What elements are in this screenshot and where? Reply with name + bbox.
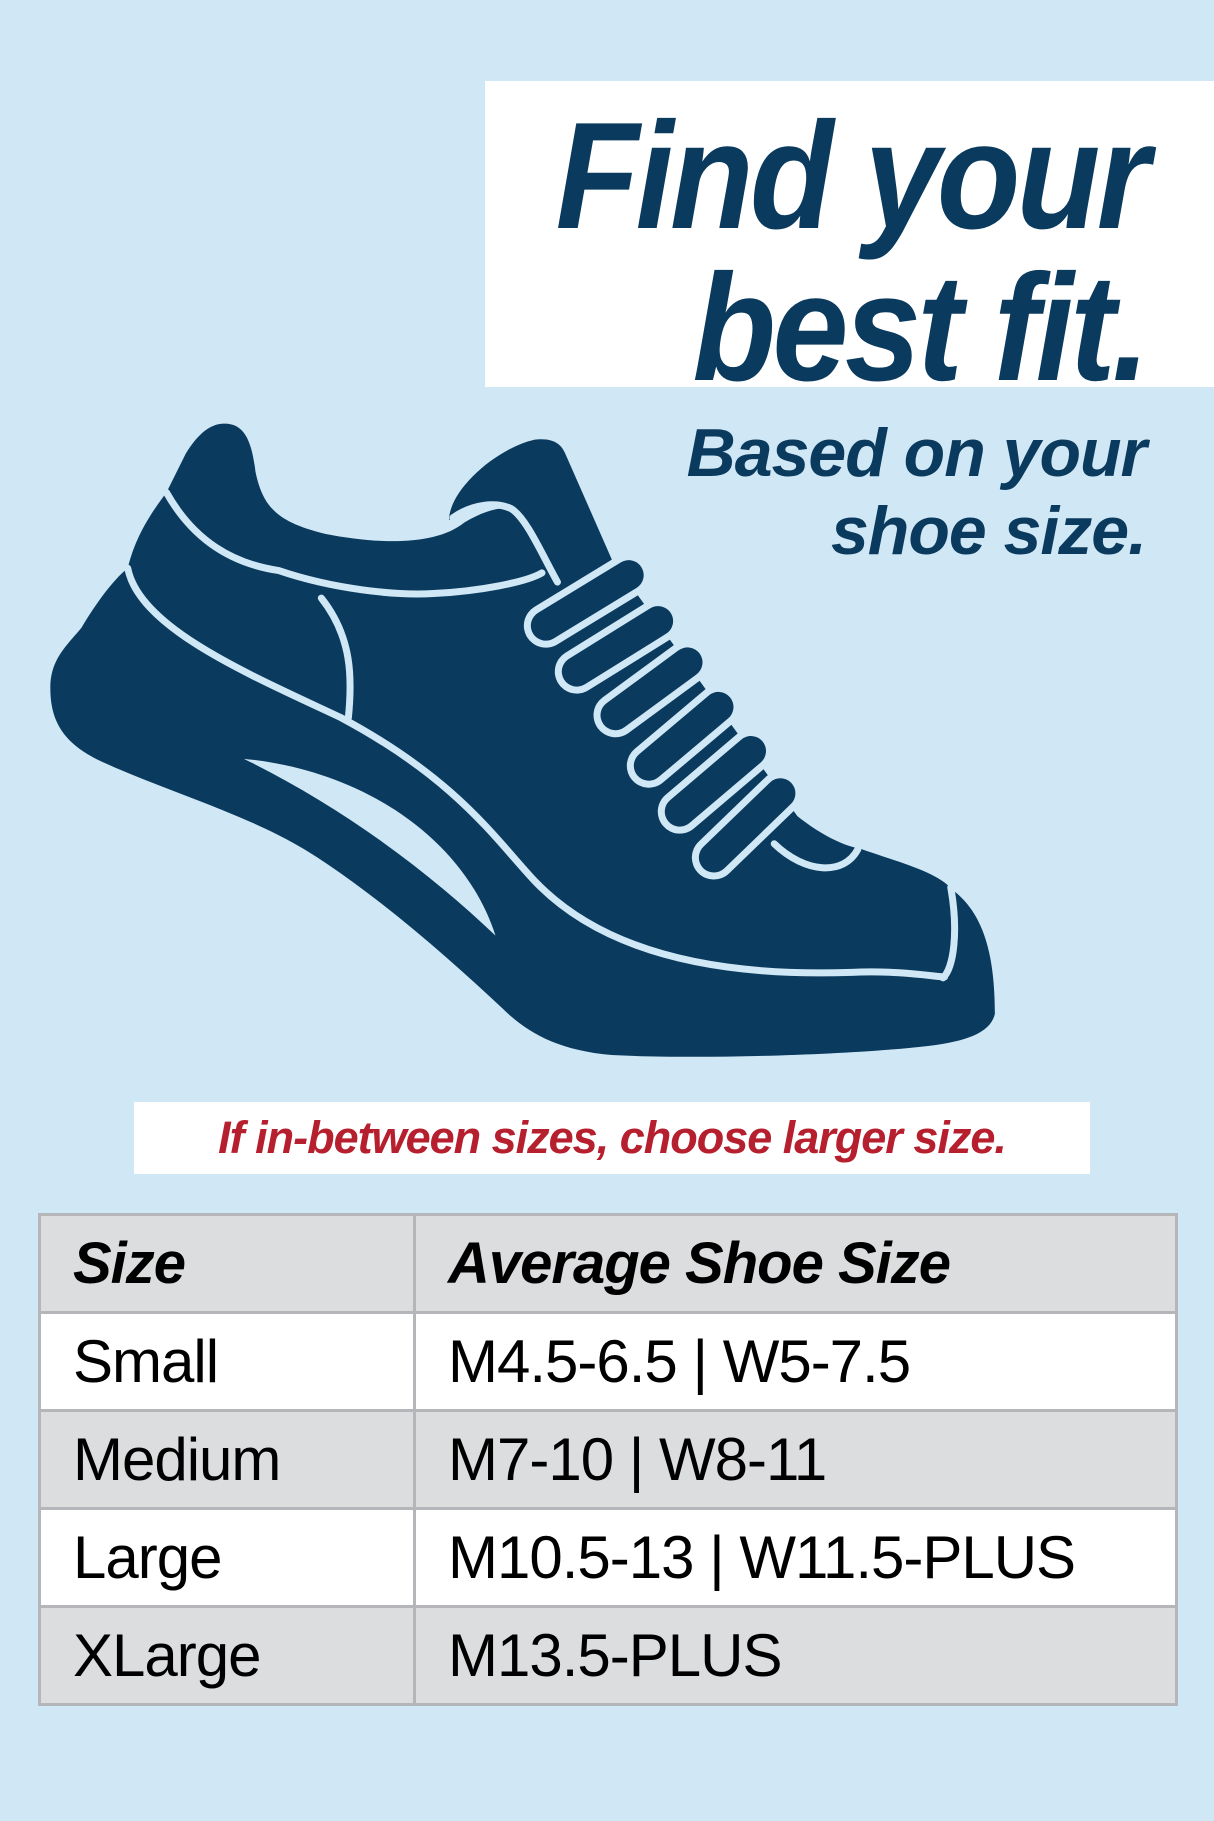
sizing-note: If in-between sizes, choose larger size.: [218, 1112, 1007, 1163]
lace: [714, 793, 781, 857]
shoe-size-cell: M13.5-PLUS: [413, 1605, 1178, 1706]
table-row: Medium M7-10 | W8-11: [38, 1409, 1178, 1510]
shoe-tongue: [449, 439, 612, 583]
size-chart-table: Size Average Shoe Size Small M4.5-6.5 | …: [38, 1213, 1178, 1706]
side-line: [128, 568, 945, 977]
headline-line-2: best fit.: [691, 243, 1150, 413]
vamp-line: [774, 844, 858, 868]
heel-counter-line: [321, 598, 350, 717]
table-row: Small M4.5-6.5 | W5-7.5: [38, 1311, 1178, 1412]
size-cell: Medium: [38, 1409, 416, 1510]
size-cell: Small: [38, 1311, 416, 1412]
shoe-body: [50, 423, 995, 1057]
table-header-row: Size Average Shoe Size: [38, 1213, 1178, 1314]
lace: [680, 751, 751, 812]
headline-line-1: Find your: [555, 91, 1149, 261]
lace: [649, 707, 719, 766]
table-row: XLarge M13.5-PLUS: [38, 1605, 1178, 1706]
tongue-line: [453, 505, 558, 582]
collar-line: [166, 493, 542, 594]
sizing-note-box: If in-between sizes, choose larger size.: [134, 1102, 1090, 1174]
subheadline-line-2: shoe size.: [830, 493, 1147, 569]
lace: [546, 575, 629, 626]
sneaker-icon: [50, 423, 995, 1057]
lace: [616, 662, 688, 715]
shoe-size-cell: M10.5-13 | W11.5-PLUS: [413, 1507, 1178, 1608]
header-average-shoe-size: Average Shoe Size: [413, 1213, 1178, 1314]
shoe-size-cell: M4.5-6.5 | W5-7.5: [413, 1311, 1178, 1412]
toe-cap-line: [943, 887, 955, 977]
lace: [577, 621, 658, 672]
shoe-size-cell: M7-10 | W8-11: [413, 1409, 1178, 1510]
size-cell: XLarge: [38, 1605, 416, 1706]
header-size: Size: [38, 1213, 416, 1314]
size-cell: Large: [38, 1507, 416, 1608]
table-row: Large M10.5-13 | W11.5-PLUS: [38, 1507, 1178, 1608]
subheadline-line-1: Based on your: [686, 415, 1147, 491]
headline-box: [485, 81, 1214, 387]
